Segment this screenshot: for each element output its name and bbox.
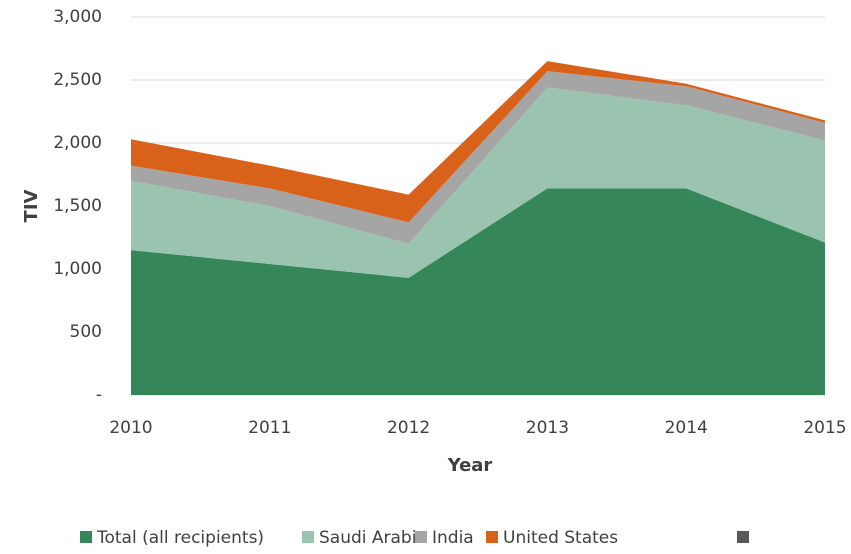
area [131,61,825,223]
y-tick-label: 3,000 [53,7,102,27]
x-tick-label: 2014 [665,418,708,438]
legend-swatch [737,531,749,543]
y-tick-label: 1,000 [53,259,102,279]
y-tick-label: 2,000 [53,133,102,153]
area [131,71,825,244]
x-tick-label: 2015 [803,418,846,438]
y-tick-label: 2,500 [53,70,102,90]
y-tick-label: 500 [70,322,102,342]
y-tick-label: 1,500 [53,196,102,216]
legend-swatch [302,531,314,543]
x-tick-label: 2012 [387,418,430,438]
area [131,188,825,395]
legend-label: Total (all recipients) [96,528,264,548]
legend-swatch [486,531,498,543]
x-tick-label: 2011 [248,418,291,438]
legend-label: Saudi Arabia [319,528,427,548]
legend-swatch [80,531,92,543]
x-tick-label: 2010 [109,418,152,438]
legend-swatch [415,531,427,543]
legend-label: India [432,528,474,548]
x-tick-label: 2013 [526,418,569,438]
x-axis-title: Year [447,455,493,476]
legend-label: United States [503,528,618,548]
y-axis-title: TIV [21,189,42,222]
y-tick-label: - [96,385,102,405]
area [131,87,825,278]
